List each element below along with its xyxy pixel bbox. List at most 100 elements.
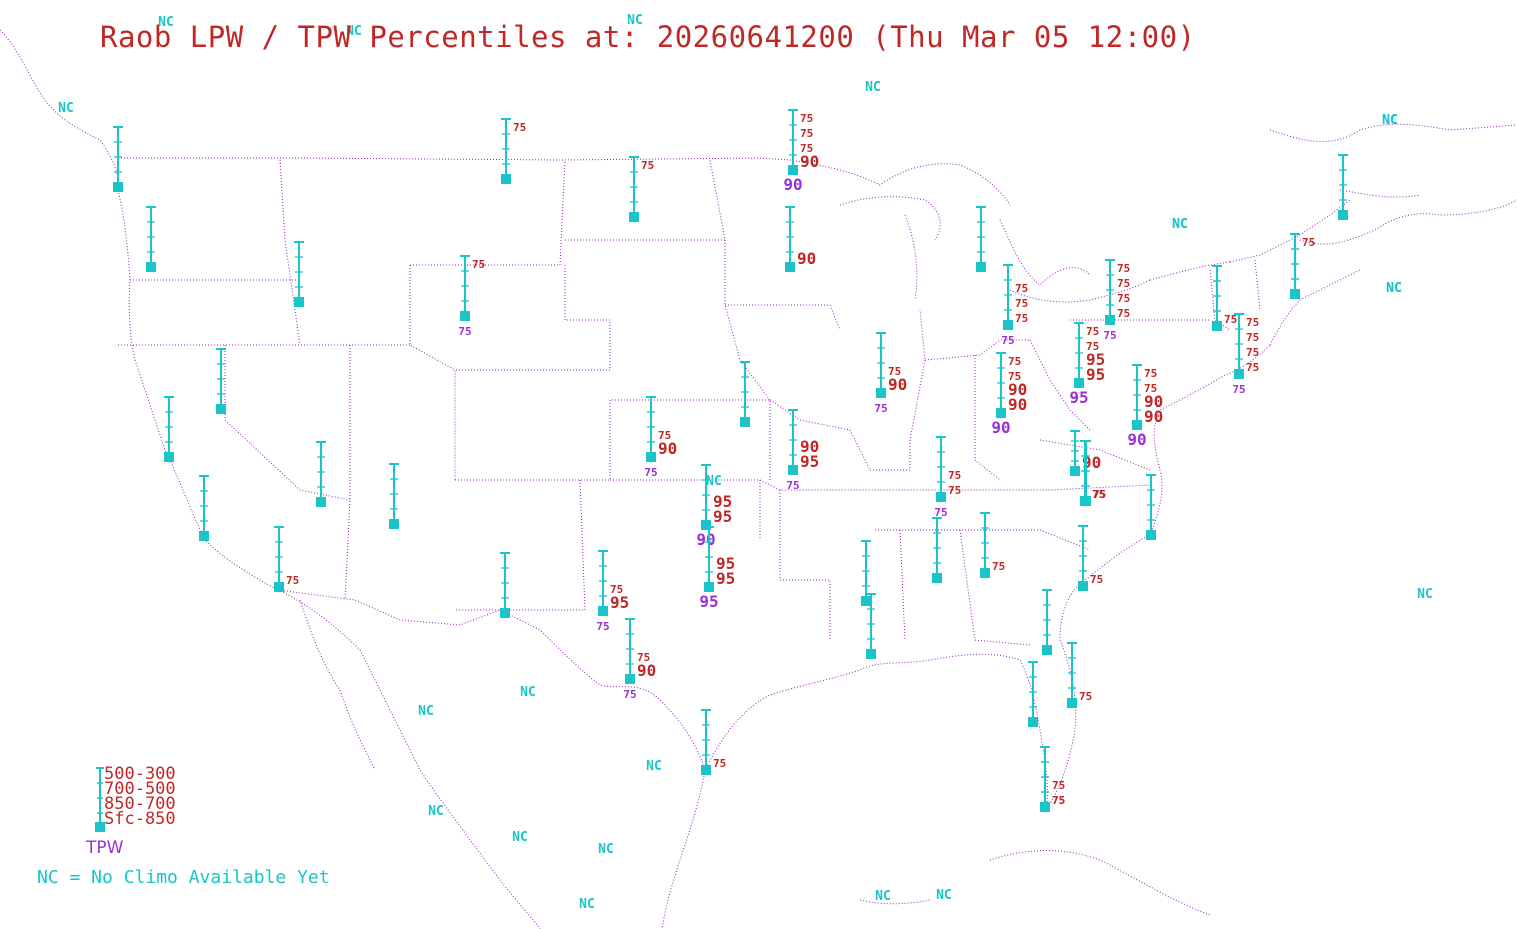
nc-marker: NC bbox=[158, 15, 174, 30]
station-s12[interactable] bbox=[316, 441, 326, 507]
station-layer-1-value: 75 bbox=[1008, 370, 1021, 383]
station-s30[interactable]: 75 bbox=[1078, 525, 1103, 591]
station-s40[interactable] bbox=[1028, 661, 1038, 727]
station-layer-0-value: 75 bbox=[1246, 316, 1259, 329]
station-tpw-value: 75 bbox=[1103, 329, 1116, 342]
nc-marker: NC bbox=[1386, 281, 1402, 296]
station-layer-1-value: 75 bbox=[1117, 277, 1130, 290]
station-square bbox=[113, 182, 123, 192]
station-s38[interactable] bbox=[1146, 474, 1156, 540]
station-s49[interactable] bbox=[1338, 154, 1348, 220]
station-s16[interactable] bbox=[740, 361, 750, 427]
station-square bbox=[1074, 378, 1084, 388]
station-s45[interactable]: 75 bbox=[1080, 440, 1105, 506]
nc-marker: NC bbox=[418, 704, 434, 719]
legend-tpw-label: TPW bbox=[86, 838, 124, 858]
station-s10[interactable] bbox=[164, 396, 174, 462]
station-layer-3-value: 75 bbox=[1079, 690, 1092, 703]
legend-layer-500-300: 500-300 bbox=[104, 764, 176, 784]
legend-layer-sfc-850: Sfc-850 bbox=[104, 809, 176, 829]
station-layer-3-value: 95 bbox=[610, 593, 629, 612]
station-layer-1-value: 75 bbox=[800, 127, 813, 140]
station-tpw-value: 75 bbox=[1232, 383, 1245, 396]
station-square bbox=[701, 520, 711, 530]
station-s3[interactable] bbox=[294, 241, 304, 307]
station-layer-3-value: 75 bbox=[1092, 488, 1105, 501]
station-layer-3-value: 90 bbox=[800, 152, 819, 171]
station-layer-3-value: 90 bbox=[797, 249, 816, 268]
station-s51[interactable] bbox=[1290, 233, 1300, 299]
station-s15[interactable]: 75 bbox=[274, 526, 299, 592]
station-s25[interactable] bbox=[932, 517, 942, 583]
station-s2[interactable] bbox=[146, 206, 156, 272]
nc-marker: NC bbox=[1417, 587, 1433, 602]
station-layer-0-value: 75 bbox=[1144, 367, 1157, 380]
legend-layer-850-700: 850-700 bbox=[104, 794, 176, 814]
station-s41[interactable] bbox=[976, 206, 986, 272]
station-layer-3-value: 90 bbox=[888, 375, 907, 394]
station-s4[interactable]: 75 bbox=[501, 118, 526, 184]
station-layer-3-value: 75 bbox=[992, 560, 1005, 573]
station-s5[interactable]: 75 bbox=[629, 156, 654, 222]
station-tpw-value: 95 bbox=[699, 592, 718, 611]
station-s26[interactable]: 75 bbox=[980, 512, 1005, 578]
nc-marker: NC bbox=[1382, 113, 1398, 128]
station-tpw-value: 95 bbox=[1069, 388, 1088, 407]
station-s13[interactable] bbox=[389, 463, 399, 529]
station-s7[interactable]: 90 bbox=[785, 206, 816, 272]
nc-marker: NC bbox=[1172, 217, 1188, 232]
station-square bbox=[146, 262, 156, 272]
station-square bbox=[501, 174, 511, 184]
station-s29[interactable] bbox=[866, 593, 876, 659]
station-square bbox=[629, 212, 639, 222]
nc-marker: NC bbox=[875, 889, 891, 904]
station-layer-3-value: 75 bbox=[1015, 312, 1028, 325]
station-s9[interactable] bbox=[216, 348, 226, 414]
station-layer-3-value: 75 bbox=[1224, 313, 1237, 326]
map-title: Raob LPW / TPW Percentiles at: 202606412… bbox=[100, 20, 1196, 54]
station-layer-3-value: 75 bbox=[1052, 794, 1065, 807]
station-square bbox=[1132, 420, 1142, 430]
station-square bbox=[460, 311, 470, 321]
nc-marker: NC bbox=[646, 759, 662, 774]
station-s42[interactable]: 75 bbox=[1067, 642, 1092, 708]
station-s50[interactable] bbox=[1212, 265, 1222, 331]
station-square bbox=[980, 568, 990, 578]
station-square bbox=[1212, 321, 1222, 331]
station-layer-3-value: 90 bbox=[637, 661, 656, 680]
station-s27[interactable] bbox=[861, 540, 871, 606]
station-square bbox=[216, 404, 226, 414]
station-s39[interactable] bbox=[1042, 589, 1052, 655]
station-square bbox=[701, 765, 711, 775]
station-square bbox=[389, 519, 399, 529]
station-square bbox=[861, 596, 871, 606]
station-s22[interactable]: 75 bbox=[701, 709, 726, 775]
station-s11[interactable] bbox=[199, 475, 209, 541]
station-layer-3-value: 75 bbox=[1246, 361, 1259, 374]
station-layer-3-value: 75 bbox=[286, 574, 299, 587]
station-s8[interactable]: 75 75 bbox=[458, 255, 485, 338]
station-layer-2-value: 75 bbox=[1015, 297, 1028, 310]
station-s1[interactable] bbox=[113, 126, 123, 192]
station-layer-0-value: 75 bbox=[1302, 236, 1315, 249]
station-layer-0-value: 75 bbox=[800, 112, 813, 125]
station-square bbox=[500, 608, 510, 618]
station-square bbox=[1042, 645, 1052, 655]
station-s14[interactable] bbox=[500, 552, 510, 618]
